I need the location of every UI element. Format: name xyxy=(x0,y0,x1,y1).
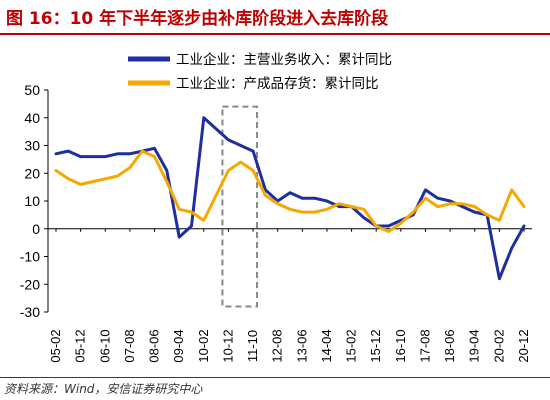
series-line-inventory xyxy=(54,149,526,233)
highlight-rect xyxy=(221,105,259,308)
x-tick-label: 13-06 xyxy=(294,329,309,362)
line-chart: 工业企业：主营业务收入：累计同比 工业企业：产成品存货：累计同比 50 40 30 2… xyxy=(20,51,532,363)
y-tick-label: -30 xyxy=(20,304,40,320)
y-tick-label: 20 xyxy=(24,165,40,181)
y-tick-label: 0 xyxy=(32,221,40,237)
y-tick-label: 50 xyxy=(24,82,40,98)
legend-label-revenue: 工业企业：主营业务收入：累计同比 xyxy=(176,51,392,68)
legend-label-inventory: 工业企业：产成品存货：累计同比 xyxy=(176,75,379,92)
x-tick-label: 11-10 xyxy=(245,330,260,362)
x-tick-label: 15-12 xyxy=(368,329,383,362)
x-tick-label: 09-04 xyxy=(171,329,186,362)
x-tick-label: 06-10 xyxy=(97,329,112,362)
x-tick-label: 18-06 xyxy=(442,329,457,362)
x-tick-label: 12-08 xyxy=(270,329,285,362)
chart-legend: 工业企业：主营业务收入：累计同比 工业企业：产成品存货：累计同比 xyxy=(128,51,392,92)
x-tick-label: 10-02 xyxy=(196,329,211,362)
x-tick-label: 05-02 xyxy=(48,329,63,362)
y-tick-label: 10 xyxy=(24,193,40,209)
y-axis: 50 40 30 20 10 0 -10 -20 -30 xyxy=(20,82,49,320)
x-tick-label: 08-06 xyxy=(147,329,162,362)
figure-title: 图 16：10 年下半年逐步由补库阶段进入去库阶段 xyxy=(6,9,389,29)
series-lines xyxy=(54,116,526,281)
x-tick-label: 07-08 xyxy=(122,329,137,362)
y-tick-label: -10 xyxy=(20,249,40,265)
x-tick-label: 17-08 xyxy=(417,329,432,362)
y-tick-label: -20 xyxy=(20,276,40,292)
source-note: 资料来源：Wind，安信证券研究中心 xyxy=(4,382,203,396)
x-tick-label: 20-02 xyxy=(491,329,506,362)
title-divider xyxy=(0,33,550,35)
x-tick-label: 14-04 xyxy=(319,329,334,362)
y-tick-label: 30 xyxy=(24,138,40,154)
x-tick-label: 10-12 xyxy=(220,329,235,362)
highlight-box xyxy=(221,105,259,308)
x-tick-label: 19-04 xyxy=(467,329,482,362)
x-tick-label: 05-12 xyxy=(73,329,88,362)
series-line-revenue xyxy=(54,116,526,281)
x-tick-label: 20-12 xyxy=(516,329,531,362)
x-tick-label: 15-02 xyxy=(344,329,359,362)
footer-divider xyxy=(0,377,550,378)
x-tick-label: 16-10 xyxy=(393,329,408,362)
y-tick-label: 40 xyxy=(24,110,40,126)
x-axis: 05-02 05-12 06-10 07-08 08-06 09-04 10-02 10-12… xyxy=(48,228,532,363)
